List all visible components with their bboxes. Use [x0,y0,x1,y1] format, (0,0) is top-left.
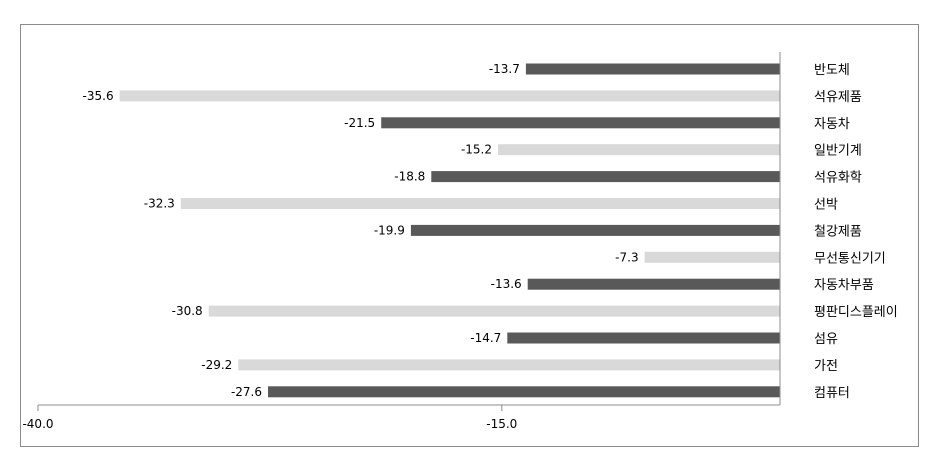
bar [208,305,780,317]
bar [238,359,781,371]
category-label: 반도체 [814,63,850,78]
bar-value-label: -32.3 [144,197,175,211]
bar-value-label: -13.7 [489,62,520,76]
bar-value-label: -15.2 [461,143,492,157]
bar-value-label: -19.9 [374,223,405,237]
bar-value-label: -13.6 [491,277,522,291]
category-label: 자동차부품 [814,278,874,293]
bar [180,198,781,209]
bar [507,332,780,344]
category-label: 평판디스플레이 [814,305,898,320]
bar [410,224,780,236]
category-label: 무선통신기기 [814,251,886,266]
category-label: 일반기계 [814,144,862,159]
bar [431,171,780,183]
x-tick-label: -40.0 [22,417,53,431]
bar-value-label: -27.6 [231,385,262,399]
category-label: 가전 [814,359,838,374]
bar [644,251,780,263]
category-label: 철강제품 [814,224,862,239]
bar-value-label: -21.5 [344,116,375,130]
bars-layer [119,63,781,398]
value-labels-layer: -13.7 -35.6 -21.5 -15.2 -18.8 -32.3 -19.9 -7.3 -… [83,62,639,399]
category-label: 자동차 [814,117,850,132]
category-label: 섬유 [814,332,838,347]
category-label: 석유화학 [814,171,862,186]
bar-value-label: -35.6 [83,89,114,103]
bar-value-label: -30.8 [172,304,203,318]
bar [527,278,780,290]
bar-value-label: -7.3 [615,250,638,264]
bar [525,63,780,75]
bar [119,90,781,102]
category-labels-layer: 반도체석유제품자동차일반기계석유화학선박철강제품무선통신기기자동차부품평판디스플… [814,63,898,401]
bar-value-label: -14.7 [470,331,501,345]
x-tick-label: -15.0 [486,417,517,431]
category-label: 컴퓨터 [814,386,850,401]
bar [498,144,780,156]
bar [268,386,780,398]
category-label: 석유제품 [814,90,862,105]
bar [381,117,780,129]
x-axis-ticks: -40.0 -15.0 [22,405,517,431]
bar-value-label: -18.8 [394,170,425,184]
bar-value-label: -29.2 [201,358,232,372]
category-label: 선박 [814,198,838,213]
